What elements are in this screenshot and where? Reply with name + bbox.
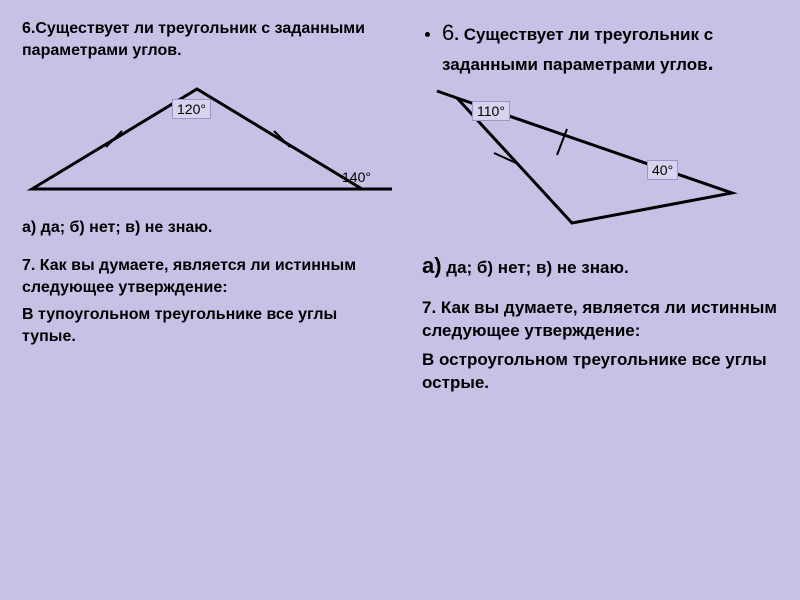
- left-q6-text: 6.Существует ли треугольник с заданными …: [22, 18, 378, 61]
- left-statement: В тупоугольном треугольнике все углы туп…: [22, 304, 378, 347]
- right-answers-rest: да; б) нет; в) не знаю.: [442, 258, 629, 277]
- right-q6-dot: .: [708, 50, 714, 75]
- right-q6-number: 6: [442, 20, 454, 45]
- right-column: 6. Существует ли треугольник с заданными…: [400, 0, 800, 600]
- left-column: 6.Существует ли треугольник с заданными …: [0, 0, 400, 600]
- angle-label: 110°: [472, 101, 510, 121]
- right-answers-a: а): [422, 253, 442, 278]
- left-triangle-figure: 120° 140°: [22, 69, 397, 209]
- right-q6-rest: . Существует ли треугольник с заданными …: [442, 25, 713, 74]
- right-answers: а) да; б) нет; в) не знаю.: [422, 253, 778, 279]
- right-q6-bullet: 6. Существует ли треугольник с заданными…: [442, 18, 778, 77]
- right-statement: В остроугольном треугольнике все углы ос…: [422, 349, 778, 395]
- left-q7-text: 7. Как вы думаете, является ли истинным …: [22, 255, 378, 298]
- angle-label: 40°: [647, 160, 678, 180]
- angle-label: 120°: [172, 99, 211, 119]
- left-answers: а) да; б) нет; в) не знаю.: [22, 219, 378, 237]
- angle-label: 140°: [342, 169, 371, 185]
- right-q7-text: 7. Как вы думаете, является ли истинным …: [422, 297, 778, 343]
- right-triangle-figure: 110° 40°: [422, 83, 762, 243]
